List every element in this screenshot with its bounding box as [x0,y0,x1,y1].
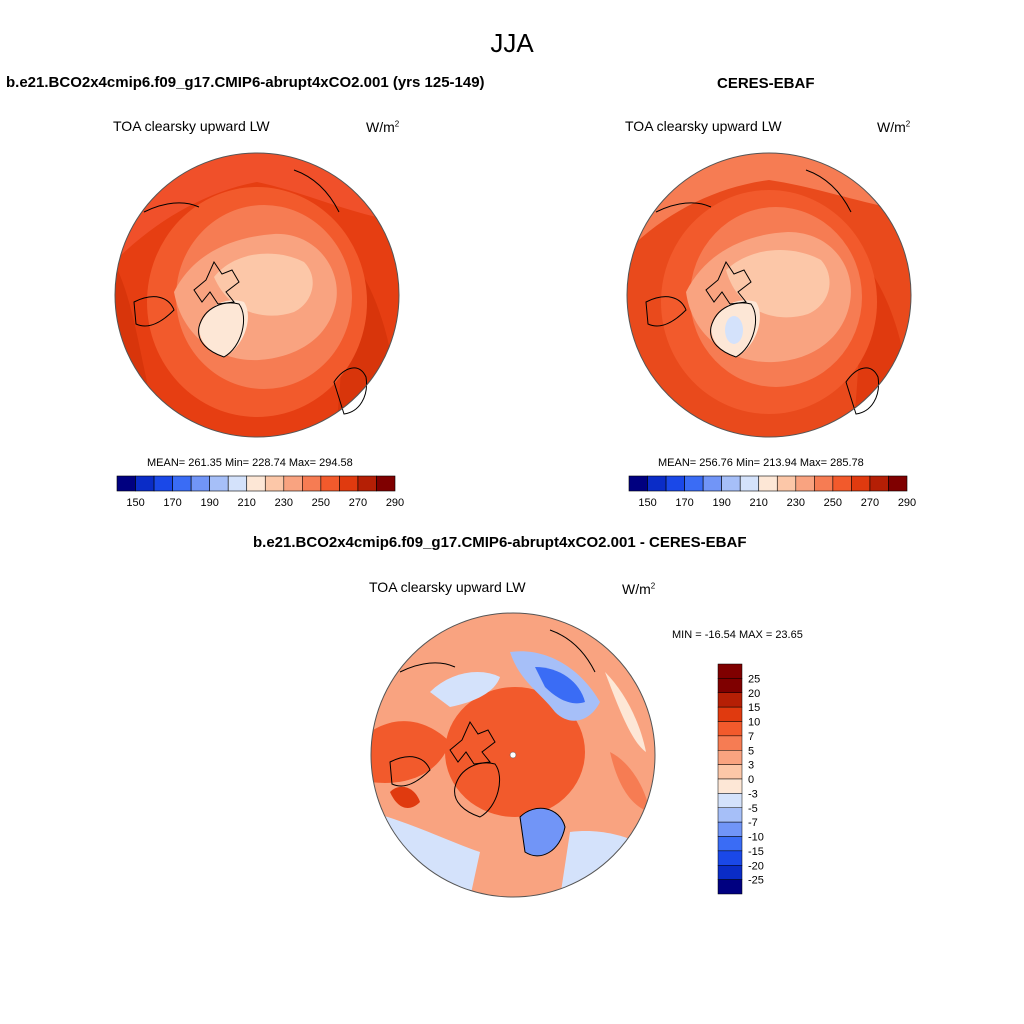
diff-colorbar-swatch [717,692,743,708]
model-colorbar-swatch [357,475,377,492]
diff-colorbar-swatch [717,850,743,866]
obs-stats: MEAN= 256.76 Min= 213.94 Max= 285.78 [658,457,864,469]
model-colorbar-swatch [190,475,210,492]
model-polar-map [114,152,400,438]
model-colorbar-swatch [283,475,303,492]
model-colorbar-swatch [227,475,248,492]
diff-colorbar-tick-label: -20 [748,860,764,872]
model-colorbar-tick-label: 230 [275,497,293,509]
model-colorbar-swatch [209,475,229,492]
model-colorbar-swatch [153,475,173,492]
model-colorbar-tick-label: 170 [163,497,181,509]
model-colorbar-swatch [135,475,155,492]
diff-colorbar-tick-label: -5 [748,803,758,815]
diff-colorbar-swatch [717,778,743,794]
diff-colorbar-swatch [717,663,743,679]
obs-colorbar-swatch [665,475,685,492]
obs-colorbar-swatch [795,475,815,492]
diff-colorbar-tick-label: 0 [748,774,754,786]
obs-variable-label: TOA clearsky upward LW [625,118,782,134]
obs-colorbar-swatch [628,475,648,492]
diff-colorbar-tick-label: 25 [748,673,760,685]
diff-colorbar-tick-label: 10 [748,717,760,729]
model-colorbar-tick-label: 290 [386,497,404,509]
model-colorbar-swatch [246,475,266,492]
diff-colorbar-tick-label: 7 [748,731,754,743]
obs-colorbar-swatch [832,475,852,492]
model-colorbar-swatch [302,475,322,492]
model-colorbar: 150 170 190 210 230 250 270 290 [116,475,404,509]
diff-colorbar-swatch [717,750,743,765]
model-stats: MEAN= 261.35 Min= 228.74 Max= 294.58 [147,457,353,469]
obs-colorbar-tick-label: 230 [787,497,805,509]
diff-colorbar-tick-label: 5 [748,745,754,757]
model-colorbar-swatch [339,475,359,492]
obs-colorbar-tick-label: 270 [861,497,879,509]
diff-colorbar-swatch [717,865,743,880]
obs-colorbar-tick-label: 170 [675,497,693,509]
model-units-label: W/m2 [366,119,400,135]
diff-colorbar: 25 20 15 10 7 5 3 0 -3 -5 -7 -10 -15 -20 -25 [717,663,764,895]
model-colorbar-swatch [376,475,396,492]
obs-colorbar-swatch [739,475,760,492]
obs-colorbar-swatch [888,475,908,492]
obs-colorbar-swatch [869,475,889,492]
diff-colorbar-swatch [717,721,743,737]
diff-colorbar-tick-label: -10 [748,832,764,844]
diff-polar-map [370,612,656,898]
diff-colorbar-swatch [717,821,743,837]
diff-colorbar-tick-label: -3 [748,788,758,800]
diff-variable-label: TOA clearsky upward LW [369,579,526,595]
diff-colorbar-tick-label: 15 [748,702,760,714]
diff-colorbar-tick-label: 3 [748,760,754,772]
model-colorbar-swatch [320,475,340,492]
obs-colorbar-swatch [814,475,834,492]
obs-colorbar-tick-label: 190 [712,497,730,509]
model-colorbar-tick-label: 270 [349,497,367,509]
obs-units-label: W/m2 [877,119,911,135]
obs-colorbar-swatch [851,475,871,492]
diff-colorbar-swatch [717,678,743,693]
model-colorbar-tick-label: 190 [200,497,218,509]
diff-colorbar-tick-label: -7 [748,817,758,829]
diff-stats: MIN = -16.54 MAX = 23.65 [672,629,803,641]
model-colorbar-swatch [116,475,136,492]
obs-colorbar-tick-label: 210 [750,497,768,509]
diff-colorbar-tick-label: 20 [748,688,760,700]
obs-colorbar-swatch [684,475,704,492]
diff-colorbar-swatch [717,836,743,852]
diff-colorbar-tick-label: -15 [748,846,764,858]
obs-polar-map [626,152,912,438]
obs-colorbar-tick-label: 250 [824,497,842,509]
obs-colorbar-swatch [776,475,797,492]
obs-colorbar-swatch [702,475,722,492]
diff-colorbar-swatch [717,706,743,722]
diff-colorbar-swatch [717,807,743,823]
model-colorbar-tick-label: 210 [238,497,256,509]
diff-colorbar-swatch [717,735,743,751]
model-colorbar-swatch [172,475,192,492]
model-variable-label: TOA clearsky upward LW [113,118,270,134]
model-colorbar-tick-label: 250 [312,497,330,509]
obs-colorbar-swatch [647,475,667,492]
obs-colorbar: 150 170 190 210 230 250 270 290 [628,475,916,509]
obs-colorbar-tick-label: 290 [898,497,916,509]
obs-colorbar-swatch [758,475,778,492]
season-title: JJA [490,28,534,58]
diff-colorbar-swatch [717,764,743,780]
diff-panel-title: b.e21.BCO2x4cmip6.f09_g17.CMIP6-abrupt4x… [253,534,747,551]
diff-units-label: W/m2 [622,581,656,597]
obs-panel-title: CERES-EBAF [717,75,815,92]
diff-colorbar-tick-label: -25 [748,875,764,887]
model-panel-title: b.e21.BCO2x4cmip6.f09_g17.CMIP6-abrupt4x… [6,74,485,91]
obs-colorbar-tick-label: 150 [638,497,656,509]
obs-colorbar-swatch [721,475,741,492]
model-colorbar-tick-label: 150 [126,497,144,509]
model-colorbar-swatch [264,475,285,492]
diff-colorbar-swatch [717,879,743,895]
diff-colorbar-swatch [717,793,743,808]
